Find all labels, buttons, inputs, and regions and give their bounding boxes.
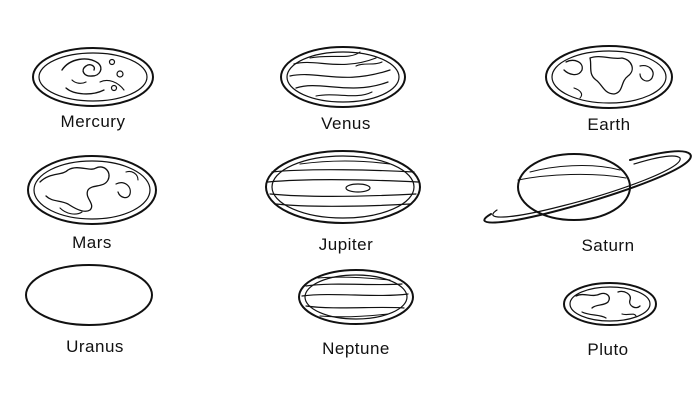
pluto-planet-icon [563, 282, 657, 326]
neptune-planet-icon [298, 269, 414, 325]
mercury-label: Mercury [60, 112, 126, 131]
earth-planet-icon [545, 45, 673, 109]
uranus-planet-icon [25, 264, 153, 326]
pluto-label: Pluto [587, 340, 629, 359]
earth-label: Earth [587, 115, 631, 134]
saturn-label: Saturn [581, 236, 635, 255]
mars-label: Mars [72, 233, 112, 252]
mercury-planet-icon [32, 47, 154, 107]
neptune-label: Neptune [322, 339, 390, 358]
jupiter-planet-icon [265, 150, 421, 224]
saturn-planet-icon [483, 150, 692, 224]
uranus-label: Uranus [66, 337, 124, 356]
jupiter-label: Jupiter [318, 235, 374, 254]
venus-label: Venus [321, 114, 371, 133]
venus-planet-icon [280, 46, 406, 108]
mars-planet-icon [27, 155, 157, 225]
